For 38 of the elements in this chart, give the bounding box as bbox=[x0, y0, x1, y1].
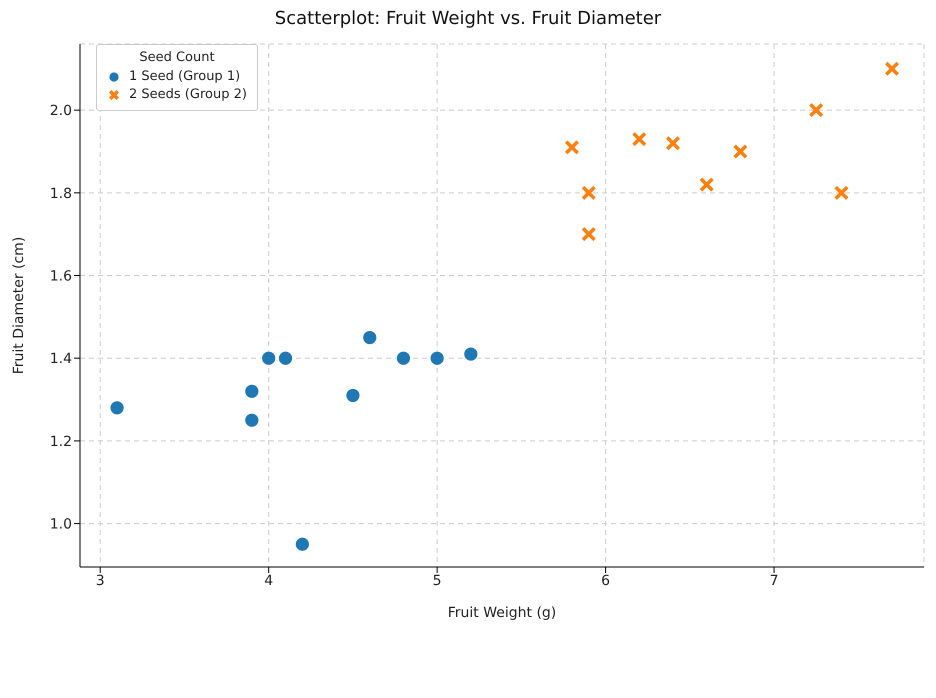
point bbox=[244, 384, 260, 399]
point bbox=[582, 227, 596, 242]
chart-title: Scatterplot: Fruit Weight vs. Fruit Diameter bbox=[274, 8, 662, 31]
x-tick-label: 7 bbox=[770, 572, 779, 589]
point bbox=[733, 144, 748, 158]
y-tick-label: 1.8 bbox=[50, 186, 72, 202]
point bbox=[430, 350, 445, 366]
y-axis-title: Fruit Diameter (cm) bbox=[10, 236, 27, 374]
point bbox=[396, 350, 411, 366]
x-axis-title: Fruit Weight (g) bbox=[448, 605, 556, 621]
point bbox=[346, 388, 360, 403]
point bbox=[632, 132, 646, 146]
point bbox=[884, 62, 899, 76]
point bbox=[278, 350, 293, 366]
point bbox=[700, 178, 714, 192]
point bbox=[666, 136, 680, 150]
point bbox=[110, 400, 124, 416]
legend-label: 2 Seeds (Group 2) bbox=[129, 87, 247, 102]
point bbox=[294, 536, 310, 552]
y-tick-label: 1.6 bbox=[50, 268, 72, 284]
y-tick-label: 1.4 bbox=[50, 351, 72, 368]
x-tick-label: 4 bbox=[264, 572, 274, 589]
point bbox=[582, 186, 596, 200]
y-tick-label: 1.2 bbox=[50, 434, 72, 450]
point bbox=[244, 412, 260, 428]
x-tick-label: 6 bbox=[601, 572, 610, 589]
point bbox=[463, 346, 478, 362]
x-tick-label: 3 bbox=[96, 572, 105, 589]
point bbox=[809, 103, 824, 118]
legend-label: 1 Seed (Group 1) bbox=[129, 69, 240, 84]
legend-title: Seed Count bbox=[138, 50, 216, 65]
y-tick-label: 2.0 bbox=[50, 103, 72, 120]
point bbox=[362, 330, 378, 345]
point bbox=[261, 350, 276, 366]
x-tick-label: 5 bbox=[432, 572, 442, 589]
point bbox=[564, 140, 579, 154]
point bbox=[834, 186, 848, 200]
y-tick-label: 1.0 bbox=[50, 516, 72, 533]
